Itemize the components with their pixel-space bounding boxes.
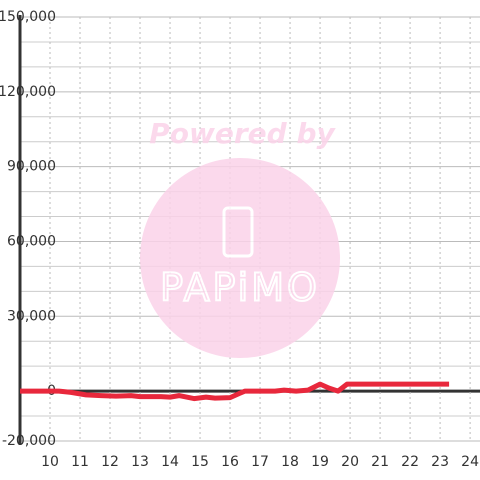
x-tick-label: 16 <box>221 454 239 470</box>
watermark-logo: PAPiMO <box>160 266 320 310</box>
x-tick-label: 17 <box>251 454 269 470</box>
watermark-phone <box>222 206 254 258</box>
x-tick-label: 13 <box>131 454 149 470</box>
watermark-circle <box>140 158 340 358</box>
watermark-text: Powered by <box>149 117 336 150</box>
data-line <box>20 381 450 402</box>
y-tick-label: -20,000 <box>2 433 56 449</box>
watermark: Powered by PAPiMO <box>140 117 340 358</box>
x-tick-label: 18 <box>281 454 299 470</box>
y-tick-label: 30,000 <box>7 308 56 324</box>
x-tick-label: 21 <box>371 454 389 470</box>
x-tick-label: 14 <box>161 454 179 470</box>
x-tick-label: 19 <box>311 454 329 470</box>
y-tick-label: 90,000 <box>7 159 56 175</box>
x-tick-label: 11 <box>71 454 89 470</box>
y-tick-label: 150,000 <box>0 9 56 25</box>
y-tick-label: 60,000 <box>7 233 56 249</box>
x-tick-label: 22 <box>401 454 419 470</box>
x-tick-label: 15 <box>191 454 209 470</box>
x-tick-label: 24 <box>461 454 479 470</box>
x-tick-label: 12 <box>101 454 119 470</box>
y-tick-label: 120,000 <box>0 84 56 100</box>
x-tick-label: 10 <box>41 454 59 470</box>
x-tick-label: 20 <box>341 454 359 470</box>
x-tick-label: 23 <box>431 454 449 470</box>
